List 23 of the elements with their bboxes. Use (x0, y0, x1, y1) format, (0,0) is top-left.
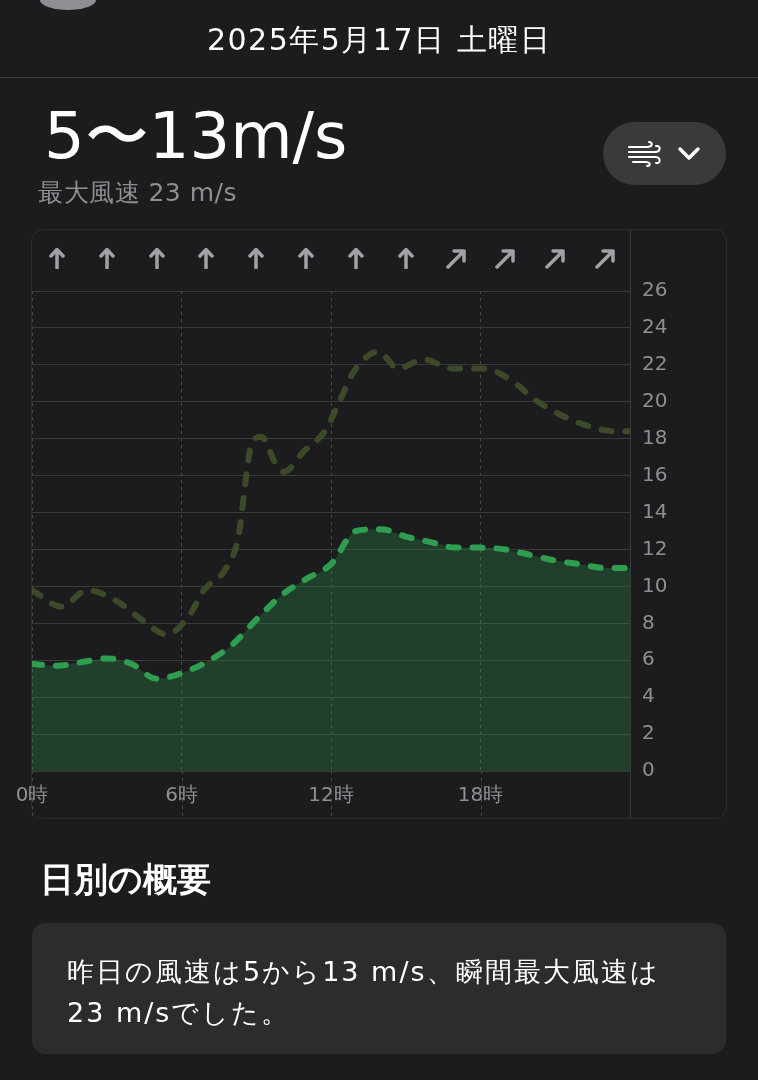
y-tick-label: 24 (642, 314, 668, 339)
y-tick-label: 0 (642, 757, 655, 782)
y-tick-label: 10 (642, 572, 668, 597)
x-tick-label: 6時 (165, 782, 198, 807)
x-tick-label: 12時 (308, 782, 354, 807)
y-tick-label: 18 (642, 424, 668, 449)
y-tick-label: 16 (642, 461, 668, 486)
y-tick-label: 14 (642, 498, 668, 523)
chart-title: 5〜13m/s (44, 98, 348, 174)
text: 2025年5月17日 土曜日 (205, 21, 553, 59)
y-tick-label: 22 (642, 351, 668, 376)
x-tick-label: 0時 (15, 782, 49, 807)
text: 日別の概要 (40, 858, 211, 901)
y-tick-label: 12 (642, 535, 668, 560)
y-tick-label: 4 (642, 683, 655, 708)
y-tick-label: 26 (642, 277, 668, 302)
y-tick-label: 20 (642, 387, 668, 412)
y-tick-label: 8 (642, 609, 655, 634)
chart-subtitle: 最大風速 23 m/s (38, 177, 238, 209)
text: 昨日の風速は5から13 m/s、瞬間最大風速は23 m/sでした。 (67, 955, 661, 1030)
y-tick-label: 6 (642, 646, 655, 671)
y-tick-label: 2 (642, 720, 655, 745)
x-tick-label: 18時 (457, 782, 504, 807)
